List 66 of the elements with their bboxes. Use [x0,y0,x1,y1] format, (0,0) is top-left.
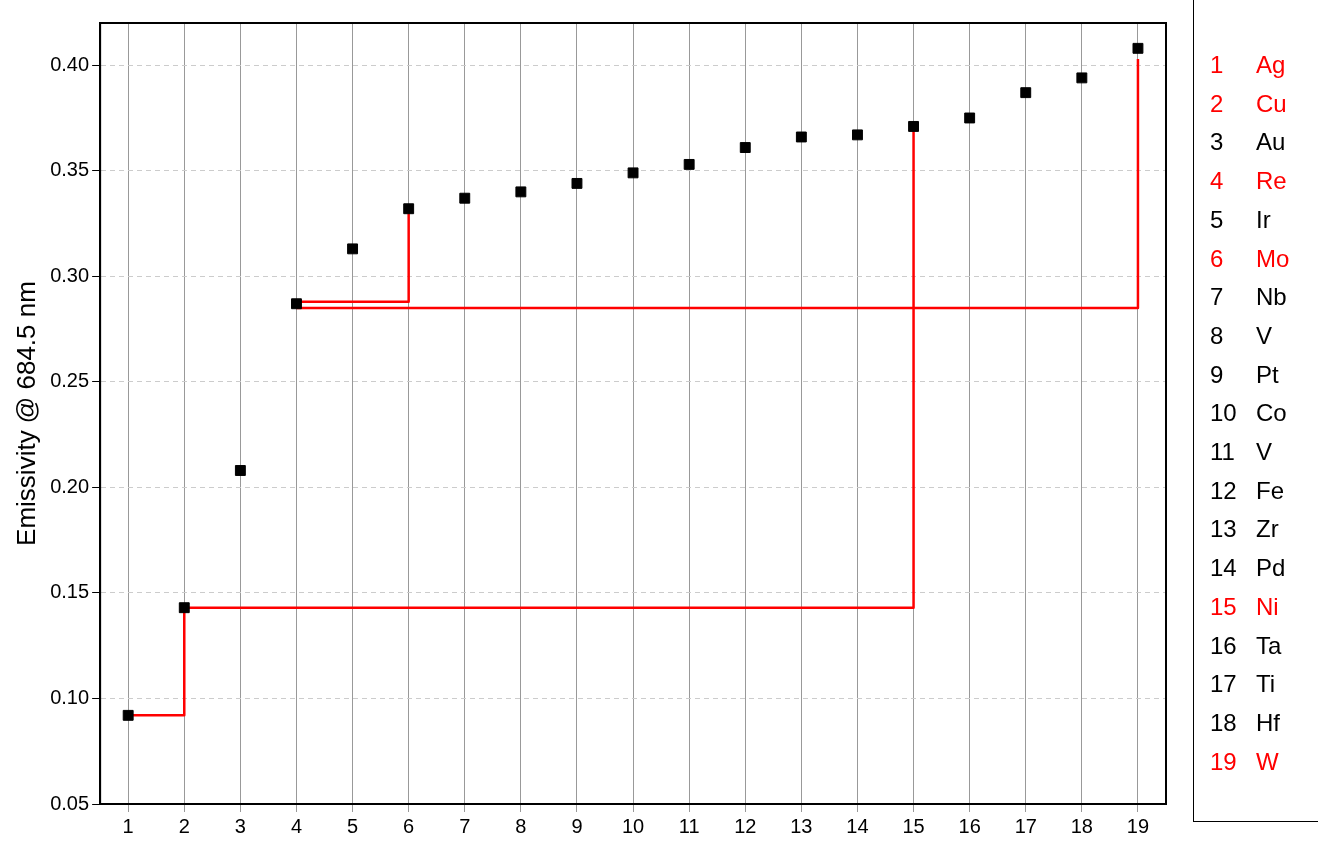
text: 4 Re [1210,167,1287,195]
text: 8 V [1210,321,1273,349]
point [1020,87,1032,99]
text: 11 V [1210,437,1273,468]
point [347,243,359,255]
text: 9 Pt [1210,360,1279,388]
x-tick-label: 16 [958,814,981,837]
x-tick-label: 15 [902,814,925,837]
y-tick-label: 0.30 [50,263,90,286]
x-tick-label: 8 [515,814,527,837]
point [683,158,695,170]
x-tick-label: 2 [178,814,190,837]
text: 15 Ni [1210,591,1279,622]
text: 2 Cu [1210,89,1287,117]
x-tick-label: 1 [122,814,134,837]
x-tick-label: 18 [1070,814,1093,837]
point [908,120,920,132]
text: 17 Ti [1210,669,1276,700]
x-tick-label: 6 [403,814,415,837]
text: 13 Zr [1210,514,1279,545]
y-tick-label: 0.35 [50,158,90,181]
point [122,709,134,721]
x-tick-label: 3 [234,814,246,837]
text: 10 Co [1210,398,1287,429]
text: 16 Ta [1210,630,1282,661]
x-tick-label: 5 [347,814,359,837]
point [964,112,976,124]
x-tick-label: 12 [734,814,757,837]
point [291,298,302,310]
y-tick-label: 0.05 [50,791,90,814]
text: 12 Fe [1210,475,1285,506]
y-tick-label: 0.20 [50,474,90,497]
point [403,203,415,215]
y-axis-title: Emissivity @ 684.5 nm [10,281,41,546]
x-tick-label: 7 [459,814,471,837]
point [852,129,863,141]
point [739,142,751,153]
text: 6 Mo [1210,244,1290,272]
y-tick-label: 0.15 [50,580,90,603]
text: 7 Nb [1210,283,1287,311]
x-tick-label: 10 [621,814,645,837]
point [627,167,639,179]
text: 5 Ir [1210,205,1271,233]
point [571,177,583,189]
x-tick-label: 4 [290,814,303,837]
point [1132,42,1144,54]
x-tick-label: 14 [846,814,869,837]
text: 3 Au [1210,128,1286,156]
text: 18 Hf [1210,707,1280,738]
point [459,192,471,204]
x-tick-label: 13 [790,814,813,837]
x-tick-label: 19 [1126,814,1150,837]
y-tick-label: 0.25 [50,369,90,392]
point [234,465,246,476]
point [515,186,527,198]
y-tick-label: 0.10 [50,685,90,708]
text: 1 Ag [1210,51,1286,78]
point [1076,72,1088,84]
text: 14 Pd [1210,553,1286,584]
y-tick-label: 0.40 [50,52,90,75]
x-tick-label: 11 [678,814,700,837]
x-tick-label: 9 [571,814,583,837]
x-tick-label: 17 [1014,814,1037,837]
text: 19 W [1210,746,1279,777]
point [795,131,807,143]
point [178,602,190,614]
